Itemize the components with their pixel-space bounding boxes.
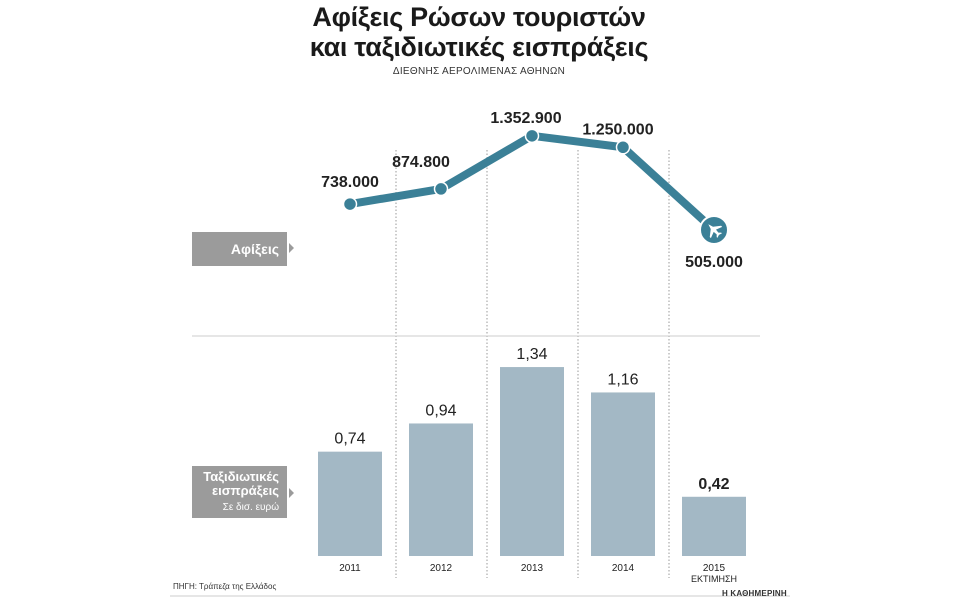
- airplane-icon: [708, 224, 723, 239]
- label-layer: 0,74 2011 0,94 2012 1,34 2013 1,16 2014 0,42 2015…: [321, 110, 743, 584]
- receipts-value-label-2013: 1,34: [516, 346, 547, 363]
- year-label-2014: 2014: [612, 563, 635, 574]
- arrivals-value-label-2012: 874.800: [392, 154, 450, 171]
- arrivals-point-2012: [433, 181, 449, 197]
- arrivals-point-2014: [615, 140, 631, 155]
- arrivals-value-label-2011: 738.000: [321, 174, 379, 191]
- arrivals-series-tag: Αφίξεις: [192, 232, 287, 266]
- arrivals-line: [346, 131, 718, 234]
- bar-layer: [318, 367, 746, 556]
- arrivals-value-label-2014: 1.250.000: [582, 121, 653, 138]
- arrivals-point-2013: [524, 128, 540, 144]
- year-label-2011: 2011: [339, 563, 361, 574]
- receipts-value-label-2011: 0,74: [334, 431, 365, 448]
- chart-subtitle: ΔΙΕΘΝΗΣ ΑΕΡΟΛΙΜΕΝΑΣ ΑΘΗΝΩΝ: [392, 66, 566, 77]
- estimate-label-2015: ΕΚΤΙΜΗΣΗ: [691, 574, 737, 584]
- year-label-2012: 2012: [430, 563, 453, 574]
- receipts-value-label-2012: 0,94: [425, 402, 456, 419]
- chart-title-line-1: Αφίξεις Ρώσων τουριστών: [312, 2, 646, 32]
- receipts-bar-2015: [682, 496, 746, 556]
- receipts-tag-pointer: [289, 488, 294, 498]
- receipts-bar-2013: [500, 367, 564, 556]
- year-label-2015: 2015: [703, 563, 726, 574]
- receipts-series-tag: Ταξιδιωτικές εισπράξεις Σε δισ. ευρώ: [192, 466, 287, 518]
- receipts-bar-2012: [409, 423, 473, 556]
- receipts-tag-line-2: εισπράξεις: [212, 483, 279, 498]
- receipts-bar-2014: [591, 392, 655, 556]
- receipts-tag-line-1: Ταξιδιωτικές: [203, 469, 279, 484]
- receipts-bar-2011: [318, 451, 382, 556]
- grid-layer: [395, 150, 670, 578]
- source-note: ΠΗΓΗ: Τράπεζα της Ελλάδος: [173, 582, 277, 591]
- arrivals-value-label-2013: 1.352.900: [490, 110, 561, 127]
- line-layer: [342, 128, 729, 245]
- arrivals-value-label-2015: 505.000: [685, 254, 743, 271]
- arrivals-tag-pointer: [289, 243, 294, 253]
- airplane-shape: [708, 224, 723, 239]
- arrivals-point-2011: [342, 196, 358, 212]
- receipts-value-label-2015: 0,42: [698, 476, 729, 493]
- chart-title-line-2: και ταξιδιωτικές εισπράξεις: [309, 32, 649, 62]
- receipts-value-label-2014: 1,16: [607, 371, 638, 388]
- year-label-2013: 2013: [521, 563, 544, 574]
- publisher-brand: Η ΚΑΘΗΜΕΡΙΝΗ: [722, 589, 787, 598]
- receipts-unit-label: Σε δισ. ευρώ: [222, 502, 279, 513]
